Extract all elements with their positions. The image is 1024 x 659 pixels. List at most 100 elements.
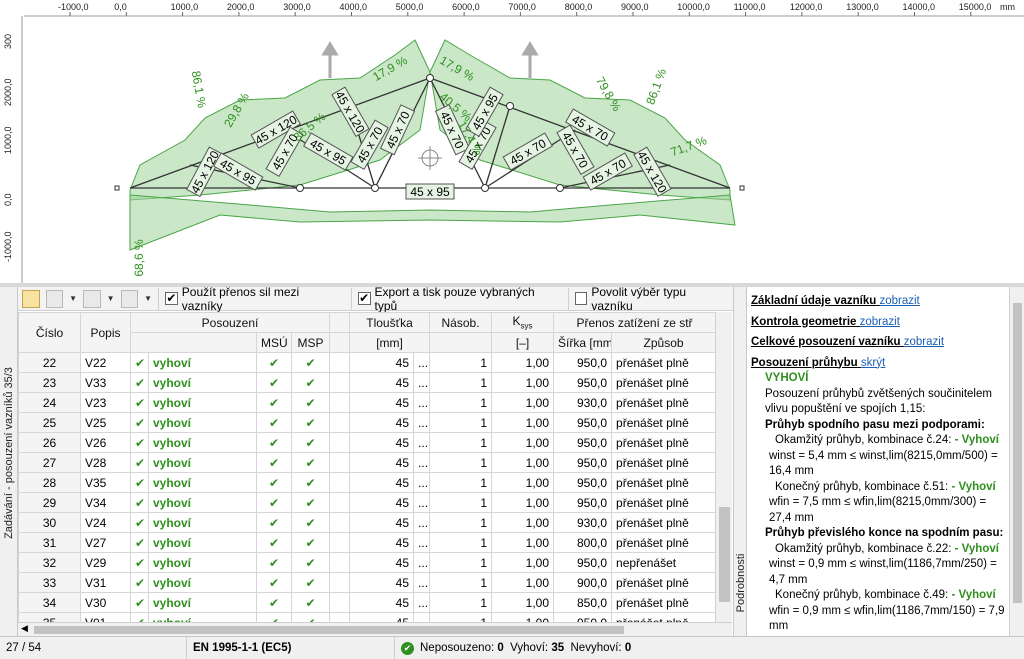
- cell-result[interactable]: vyhoví: [148, 572, 257, 593]
- cell-multiplier[interactable]: 1: [429, 512, 493, 533]
- thickness-more-button[interactable]: ...: [413, 512, 431, 533]
- cell-spacer[interactable]: [329, 372, 351, 393]
- details-tab-vertical[interactable]: Podrobnosti: [733, 287, 747, 636]
- cell-result[interactable]: vyhoví: [148, 432, 257, 453]
- cell-popis[interactable]: V24: [80, 512, 131, 533]
- cell-ksys[interactable]: 1,00: [491, 572, 555, 593]
- cell-result[interactable]: vyhoví: [148, 472, 257, 493]
- col-header-prenos[interactable]: Přenos zatížení ze stř: [553, 312, 715, 333]
- cell-multiplier[interactable]: 1: [429, 552, 493, 573]
- msp-check-icon[interactable]: ✔: [290, 452, 331, 473]
- msu-check-icon[interactable]: ✔: [256, 492, 292, 513]
- msu-check-icon[interactable]: ✔: [256, 572, 292, 593]
- horizontal-splitter[interactable]: [0, 283, 1024, 287]
- cell-width[interactable]: 800,0: [553, 532, 613, 553]
- check-icon[interactable]: ✔: [130, 432, 149, 453]
- cell-cislo[interactable]: 32: [18, 552, 81, 573]
- cell-thickness[interactable]: 45: [349, 472, 415, 493]
- checkbox-checked-icon[interactable]: ✔: [357, 291, 371, 305]
- cell-result[interactable]: vyhoví: [148, 552, 257, 573]
- grid-horizontal-scrollbar[interactable]: ◀: [18, 622, 732, 636]
- cell-transfer-mode[interactable]: nepřenášet: [611, 552, 715, 573]
- cell-result[interactable]: vyhoví: [148, 592, 257, 613]
- export-selected-checkbox[interactable]: ✔ Export a tisk pouze vybraných typů: [350, 285, 562, 313]
- chevron-left-icon[interactable]: ◀: [21, 623, 28, 633]
- thickness-more-button[interactable]: ...: [413, 432, 431, 453]
- msp-check-icon[interactable]: ✔: [290, 412, 331, 433]
- hide-deflection-link[interactable]: skrýt: [860, 356, 886, 369]
- check-icon[interactable]: ✔: [130, 412, 149, 433]
- cell-spacer[interactable]: [329, 572, 351, 593]
- cell-transfer-mode[interactable]: přenášet plně: [611, 612, 715, 622]
- cell-thickness[interactable]: 45: [349, 532, 415, 553]
- cell-popis[interactable]: V26: [80, 432, 131, 453]
- cell-result[interactable]: vyhoví: [148, 412, 257, 433]
- check-icon[interactable]: ✔: [130, 452, 149, 473]
- msu-check-icon[interactable]: ✔: [256, 552, 292, 573]
- cell-thickness[interactable]: 45: [349, 392, 415, 413]
- msp-check-icon[interactable]: ✔: [290, 612, 331, 622]
- input-tab-vertical[interactable]: Zadávání - posouzení vazníků 35/3: [0, 287, 18, 636]
- truss-select-icon[interactable]: [45, 289, 64, 308]
- cell-thickness[interactable]: 45: [349, 592, 415, 613]
- thickness-more-button[interactable]: ...: [413, 452, 431, 473]
- msp-check-icon[interactable]: ✔: [290, 532, 331, 553]
- cell-cislo[interactable]: 22: [18, 352, 81, 373]
- cell-spacer[interactable]: [329, 492, 351, 513]
- col-header-msp[interactable]: MSP: [290, 332, 331, 353]
- cell-cislo[interactable]: 24: [18, 392, 81, 413]
- msu-check-icon[interactable]: ✔: [256, 452, 292, 473]
- cell-ksys[interactable]: 1,00: [491, 432, 555, 453]
- cell-cislo[interactable]: 31: [18, 532, 81, 553]
- cell-popis[interactable]: V29: [80, 552, 131, 573]
- thickness-more-button[interactable]: ...: [413, 392, 431, 413]
- cell-ksys[interactable]: 1,00: [491, 592, 555, 613]
- col-header-sirka[interactable]: Šířka [mm]: [553, 332, 613, 353]
- cell-transfer-mode[interactable]: přenášet plně: [611, 432, 715, 453]
- cell-multiplier[interactable]: 1: [429, 612, 493, 622]
- msp-check-icon[interactable]: ✔: [290, 512, 331, 533]
- col-header-tloustka[interactable]: Tloušťka: [349, 312, 431, 333]
- cell-cislo[interactable]: 33: [18, 572, 81, 593]
- cell-thickness[interactable]: 45: [349, 512, 415, 533]
- msp-check-icon[interactable]: ✔: [290, 372, 331, 393]
- cell-ksys[interactable]: 1,00: [491, 492, 555, 513]
- cell-ksys[interactable]: 1,00: [491, 452, 555, 473]
- details-vertical-scrollbar[interactable]: [1009, 287, 1024, 636]
- msp-check-icon[interactable]: ✔: [290, 432, 331, 453]
- cell-ksys[interactable]: 1,00: [491, 412, 555, 433]
- cell-transfer-mode[interactable]: přenášet plně: [611, 592, 715, 613]
- cell-transfer-mode[interactable]: přenášet plně: [611, 572, 715, 593]
- thickness-more-button[interactable]: ...: [413, 592, 431, 613]
- check-icon[interactable]: ✔: [130, 352, 149, 373]
- col-header-msu[interactable]: MSÚ: [256, 332, 292, 353]
- cell-width[interactable]: 950,0: [553, 552, 613, 573]
- truss-mode-icon[interactable]: [22, 289, 40, 308]
- cell-spacer[interactable]: [329, 352, 351, 373]
- member-label[interactable]: 45 x 95: [405, 183, 455, 200]
- cell-transfer-mode[interactable]: přenášet plně: [611, 412, 715, 433]
- chevron-down-icon[interactable]: ▼: [144, 294, 153, 303]
- msu-check-icon[interactable]: ✔: [256, 472, 292, 493]
- col-header-ksys[interactable]: Ksys: [491, 312, 555, 333]
- thickness-more-button[interactable]: ...: [413, 612, 431, 622]
- cell-ksys[interactable]: 1,00: [491, 612, 555, 622]
- cell-cislo[interactable]: 34: [18, 592, 81, 613]
- table-row[interactable]: 29 V34 ✔ vyhoví ✔ ✔ 45... 1 1,00 950,0 přenášet pl…: [18, 492, 715, 513]
- cell-result[interactable]: vyhoví: [148, 492, 257, 513]
- cell-ksys[interactable]: 1,00: [491, 372, 555, 393]
- checkbox-checked-icon[interactable]: ✔: [165, 291, 178, 305]
- cell-thickness[interactable]: 45: [349, 572, 415, 593]
- check-icon[interactable]: ✔: [130, 612, 149, 622]
- cell-popis[interactable]: V25: [80, 412, 131, 433]
- col-header-nasob[interactable]: Násob.: [429, 312, 493, 333]
- chevron-down-icon[interactable]: ▼: [106, 294, 115, 303]
- scrollbar-thumb[interactable]: [34, 626, 624, 634]
- msu-check-icon[interactable]: ✔: [256, 592, 292, 613]
- check-icon[interactable]: ✔: [130, 472, 149, 493]
- col-header-zpusob[interactable]: Způsob: [611, 332, 715, 353]
- thickness-more-button[interactable]: ...: [413, 412, 431, 433]
- cell-width[interactable]: 900,0: [553, 572, 613, 593]
- cell-ksys[interactable]: 1,00: [491, 472, 555, 493]
- table-row[interactable]: 32 V29 ✔ vyhoví ✔ ✔ 45... 1 1,00 950,0 nepřenášet: [18, 552, 715, 573]
